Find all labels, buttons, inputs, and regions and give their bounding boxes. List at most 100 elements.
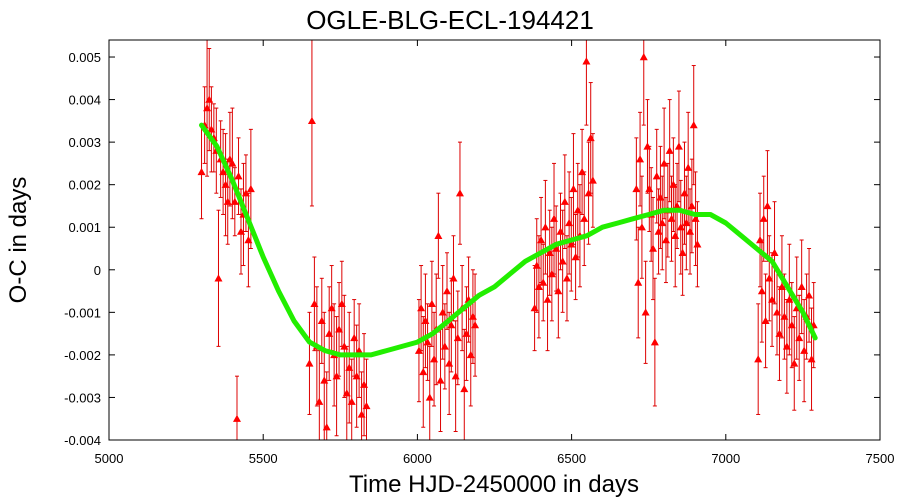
data-point	[541, 223, 550, 231]
data-point	[660, 159, 669, 167]
data-point	[244, 236, 253, 244]
data-point	[460, 384, 469, 393]
data-point	[567, 240, 576, 248]
data-point	[578, 167, 587, 176]
data-point	[436, 376, 445, 384]
data-point	[350, 333, 359, 342]
data-point	[423, 338, 432, 346]
data-point	[556, 227, 565, 235]
data-point	[686, 227, 695, 235]
x-tick-label: 7500	[866, 451, 895, 466]
x-tick-label: 5500	[249, 451, 278, 466]
data-point	[537, 236, 546, 244]
data-point	[676, 223, 685, 231]
data-point	[584, 189, 593, 197]
data-point	[335, 325, 344, 333]
data-point	[543, 295, 552, 303]
data-point	[307, 116, 316, 125]
data-point	[770, 248, 779, 256]
y-tick-label: -0.002	[64, 348, 101, 363]
data-point	[558, 257, 567, 265]
data-point	[430, 355, 439, 363]
data-point	[552, 244, 561, 252]
data-point	[550, 214, 559, 222]
data-point	[654, 227, 663, 235]
data-point	[539, 278, 548, 286]
data-point	[317, 316, 326, 325]
data-point	[588, 176, 597, 184]
chart-title: OGLE-BLG-ECL-194421	[306, 5, 594, 35]
data-point	[805, 291, 814, 299]
data-point	[203, 104, 212, 112]
data-point	[453, 333, 462, 342]
data-point	[234, 172, 243, 180]
data-point	[785, 295, 794, 303]
data-point	[305, 359, 314, 367]
data-point	[571, 253, 580, 261]
y-tick-label: 0.005	[68, 50, 101, 65]
data-point	[693, 240, 702, 248]
data-point	[652, 172, 661, 180]
data-point	[332, 372, 341, 380]
data-point	[232, 414, 241, 422]
data-point	[315, 397, 324, 405]
data-point	[656, 193, 665, 201]
data-point	[434, 231, 443, 239]
data-point	[582, 57, 591, 65]
data-point	[421, 316, 430, 325]
data-point	[462, 329, 471, 337]
data-point	[562, 274, 571, 282]
data-point	[763, 201, 772, 210]
data-point	[417, 304, 426, 312]
y-tick-label: -0.003	[64, 390, 101, 405]
data-point	[580, 214, 589, 222]
data-point	[241, 189, 250, 197]
data-points	[197, 53, 818, 431]
data-point	[425, 393, 434, 401]
y-tick-label: 0	[94, 263, 101, 278]
data-point	[532, 261, 541, 269]
data-point	[197, 167, 206, 176]
data-point	[325, 329, 334, 337]
data-point	[643, 142, 652, 150]
data-point	[632, 184, 641, 193]
data-point	[223, 197, 232, 205]
data-point	[362, 401, 371, 410]
data-point	[471, 321, 480, 329]
data-point	[445, 359, 454, 367]
data-point	[673, 201, 682, 210]
data-point	[768, 295, 777, 303]
data-point	[554, 287, 563, 295]
data-point	[205, 95, 214, 103]
y-axis-ticks: -0.004 -0.003 -0.002 -0.001 0 0.001 0.002 0.003…	[64, 50, 880, 448]
data-point	[645, 184, 654, 193]
data-point	[228, 159, 237, 167]
data-point	[236, 227, 245, 235]
data-point	[757, 287, 766, 295]
data-point	[207, 125, 216, 133]
data-point	[780, 312, 789, 320]
data-point	[661, 236, 670, 244]
data-point	[438, 308, 447, 316]
data-point	[775, 329, 784, 337]
x-tick-label: 6000	[403, 451, 432, 466]
data-point	[534, 282, 543, 291]
data-point	[586, 133, 595, 142]
x-tick-label: 6500	[557, 451, 586, 466]
data-point	[451, 372, 460, 380]
data-point	[639, 53, 648, 61]
data-point	[560, 197, 569, 205]
data-point	[355, 346, 364, 354]
data-point	[360, 380, 369, 388]
data-point	[684, 163, 693, 171]
data-point	[682, 218, 691, 227]
data-point	[449, 274, 458, 282]
data-point	[658, 218, 667, 227]
fit-line	[199, 122, 818, 358]
data-point	[669, 180, 678, 188]
data-point	[787, 321, 796, 329]
data-point	[665, 146, 674, 154]
data-point	[636, 155, 645, 163]
data-point	[322, 423, 331, 431]
